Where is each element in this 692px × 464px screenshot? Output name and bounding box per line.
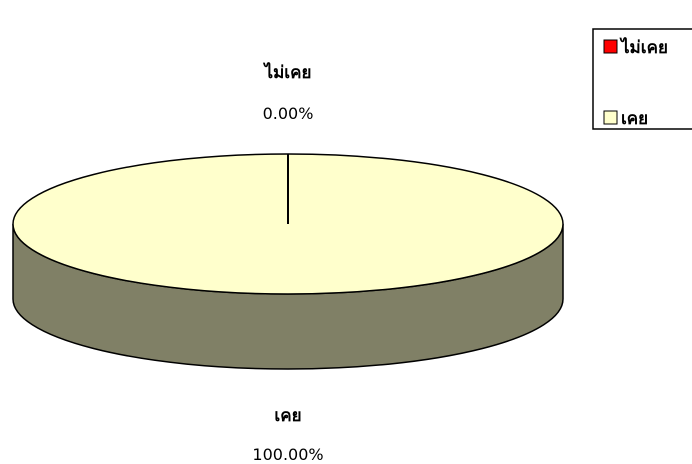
data-label-percent-kei: 100.00% (252, 445, 323, 464)
data-label-percent-mai-kei: 0.00% (263, 104, 314, 123)
legend-swatch-kei (603, 110, 618, 125)
data-label-category-mai-kei: ไม่เคย (263, 62, 312, 83)
pie-3d-body (12, 153, 564, 370)
legend-label-kei: เคย (621, 109, 648, 129)
legend-swatch-mai-kei (603, 39, 618, 54)
legend: ไม่เคย เคย (592, 28, 692, 130)
data-label-category-kei: เคย (274, 406, 301, 426)
legend-label-mai-kei: ไม่เคย (619, 37, 668, 58)
